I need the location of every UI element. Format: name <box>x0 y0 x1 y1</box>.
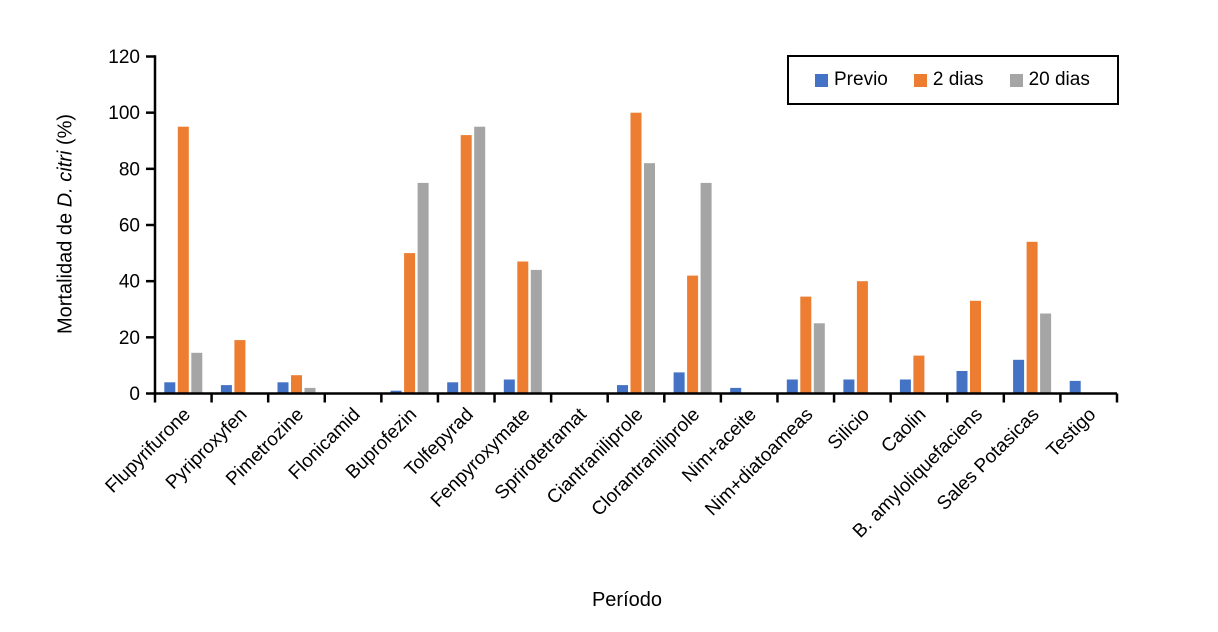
y-tick-label-0: 0 <box>129 384 140 405</box>
bar-2-dias-pyriproxyfen <box>234 340 246 394</box>
bar-previo-testigo <box>1069 380 1081 394</box>
bar-previo-b-amyloliquefaciens <box>956 371 968 394</box>
x-category-label-fenpyroxymate: Fenpyroxymate <box>427 404 534 511</box>
y-tick-label-20: 20 <box>119 328 140 349</box>
bar-previo-pyriproxyfen <box>220 385 232 394</box>
bar-2-dias-caolin <box>913 355 925 394</box>
bar-previo-buprofezin <box>390 390 402 394</box>
bar-previo-ciantraniliprole <box>617 385 628 394</box>
y-tick-label-120: 120 <box>108 47 140 68</box>
legend-item-2-dias: 2 dias <box>913 69 984 91</box>
bar-previo-nim-diatoameas <box>786 379 798 394</box>
bar-2-dias-sales-potasicas <box>1026 241 1038 394</box>
bar-20-dias-clorantraniliprole <box>700 182 712 394</box>
y-axis-title: Mortalidad de D. citri (%) <box>55 114 78 334</box>
y-axis-title-species: D. citri <box>54 150 77 208</box>
bar-previo-clorantraniliprole <box>673 372 685 394</box>
y-axis-title-suffix: (%) <box>54 113 77 151</box>
x-category-label-silicio: Silicio <box>824 404 874 454</box>
bar-previo-sales-potasicas <box>1013 359 1025 394</box>
legend-item-20-dias: 20 dias <box>1009 69 1090 91</box>
bar-previo-nim-aceite <box>730 387 742 394</box>
x-category-label-ciantraniliprole: Ciantraniliprole <box>543 404 647 508</box>
bar-20-dias-flupyrifurone <box>191 352 203 394</box>
bar-20-dias-fenpyroxymate <box>530 269 542 394</box>
bar-20-dias-pimetrozine <box>304 387 316 394</box>
x-axis-title: Período <box>591 589 663 611</box>
legend-swatch-previo <box>815 73 828 87</box>
legend-label-previo: Previo <box>834 69 888 90</box>
y-tick-label-80: 80 <box>119 159 140 180</box>
bar-20-dias-sales-potasicas <box>1040 313 1052 394</box>
bar-2-dias-silicio <box>856 281 868 394</box>
bar-20-dias-nim-diatoameas <box>813 323 825 394</box>
y-tick-label-60: 60 <box>119 216 140 237</box>
y-axis-title-prefix: Mortalidad de <box>54 207 77 335</box>
x-category-label-testigo: Testigo <box>1043 404 1100 461</box>
bar-previo-pimetrozine <box>277 382 289 394</box>
bar-2-dias-nim-diatoameas <box>800 296 812 394</box>
bar-previo-fenpyroxymate <box>503 379 515 394</box>
bar-previo-tolfepyrad <box>447 382 459 394</box>
bar-2-dias-tolfepyrad <box>460 135 472 394</box>
x-category-label-sales-potasicas: Sales Potasicas <box>933 404 1043 514</box>
x-category-label-caolin: Caolin <box>877 404 930 457</box>
legend-label-2-dias: 2 dias <box>932 69 984 90</box>
bar-2-dias-b-amyloliquefaciens <box>970 300 981 394</box>
bar-20-dias-buprofezin <box>417 182 429 394</box>
legend-item-previo: Previo <box>815 69 888 91</box>
y-tick-label-40: 40 <box>119 272 140 293</box>
bar-20-dias-ciantraniliprole <box>644 163 655 394</box>
bar-2-dias-fenpyroxymate <box>517 261 529 394</box>
bar-2-dias-ciantraniliprole <box>630 112 642 394</box>
bar-previo-caolin <box>899 379 911 394</box>
bar-20-dias-tolfepyrad <box>474 126 486 394</box>
legend-swatch-20-dias <box>1009 73 1023 87</box>
legend-swatch-2-dias <box>913 73 927 87</box>
legend: Previo 2 dias 20 dias <box>787 55 1119 105</box>
bar-previo-silicio <box>843 379 855 394</box>
bar-previo-flupyrifurone <box>164 382 176 394</box>
x-category-label-nim-diatoameas: Nim+diatoameas <box>701 404 817 520</box>
bar-2-dias-flupyrifurone <box>177 126 189 394</box>
bar-2-dias-clorantraniliprole <box>687 275 699 394</box>
y-tick-label-100: 100 <box>108 103 140 124</box>
legend-label-20-dias: 20 dias <box>1028 69 1090 90</box>
bar-2-dias-pimetrozine <box>291 375 302 394</box>
bar-2-dias-buprofezin <box>404 253 416 394</box>
